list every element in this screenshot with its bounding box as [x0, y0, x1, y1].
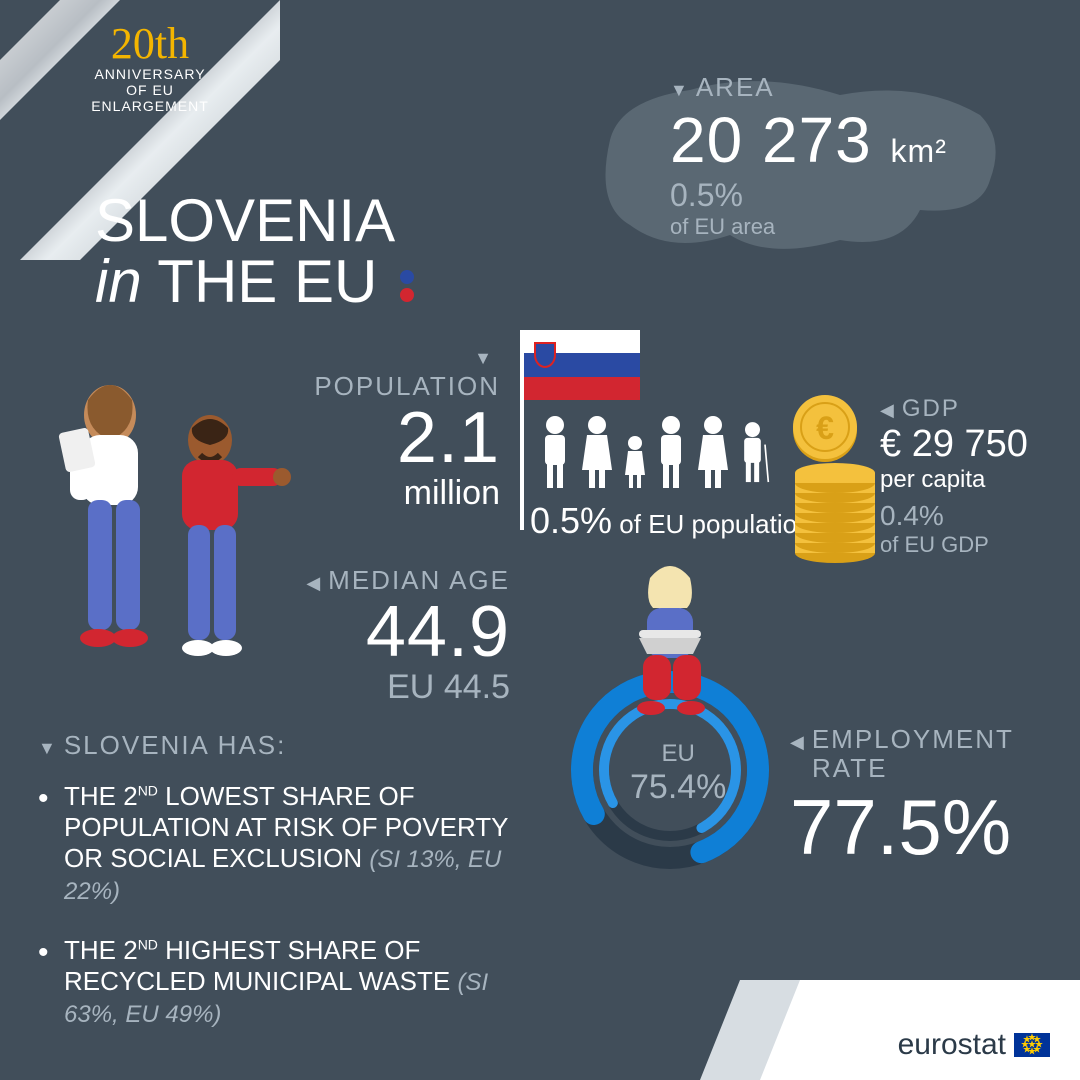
population-value: 2.1: [290, 402, 500, 474]
fact-item: THE 2ND LOWEST SHARE OF POPULATION AT RI…: [38, 781, 548, 907]
area-stat: ▼AREA 20 273 km² 0.5% of EU area: [620, 60, 1040, 240]
area-pct-sub: of EU area: [670, 214, 1040, 240]
gdp-value: € 29 750: [880, 423, 1070, 466]
title-line2: in THE EU: [95, 251, 414, 312]
couple-illustration-icon: [40, 370, 300, 670]
gdp-label: ◀GDP: [880, 395, 1070, 423]
area-label: ▼AREA: [670, 72, 1040, 103]
facts-section: ▼SLOVENIA HAS: THE 2ND LOWEST SHARE OF P…: [38, 730, 548, 1058]
population-unit: million: [290, 474, 500, 513]
person-laptop-icon: [595, 560, 745, 720]
gdp-pct: 0.4%: [880, 500, 1070, 532]
population-stat: ▼POPULATION 2.1 million: [290, 340, 500, 513]
median-eu: EU 44.5: [300, 668, 510, 707]
employment-value: 77.5%: [790, 782, 1050, 873]
anniversary-line2: OF EU ENLARGEMENT: [70, 82, 230, 114]
median-value: 44.9: [300, 596, 510, 668]
fact-item: THE 2ND HIGHEST SHARE OF RECYCLED MUNICI…: [38, 935, 548, 1030]
title-dots-icon: [400, 266, 414, 306]
people-icons: [540, 415, 770, 490]
gdp-per: per capita: [880, 466, 1070, 494]
population-pct: 0.5% of EU population: [530, 500, 812, 542]
employment-eu: EU 75.4%: [630, 740, 726, 807]
title-line1: SLOVENIA: [95, 190, 414, 251]
gdp-pct-sub: of EU GDP: [880, 532, 1070, 558]
area-pct: 0.5%: [670, 177, 1040, 214]
population-label: ▼POPULATION: [290, 340, 500, 402]
eu-flag-icon: [1014, 1033, 1050, 1057]
employment-stat: ◀EMPLOYMENTRATE 77.5%: [790, 725, 1050, 873]
anniversary-line1: ANNIVERSARY: [70, 66, 230, 82]
employment-label: ◀EMPLOYMENTRATE: [790, 725, 1050, 782]
facts-header: ▼SLOVENIA HAS:: [38, 730, 548, 761]
svg-text:€: €: [816, 410, 834, 446]
coins-icon: €: [790, 395, 880, 565]
median-age-stat: ◀MEDIAN AGE 44.9 EU 44.5: [300, 565, 510, 707]
anniversary-number: 20th: [70, 22, 230, 66]
area-value: 20 273 km²: [670, 103, 1040, 177]
main-title: SLOVENIA in THE EU: [95, 190, 414, 312]
gdp-stat: ◀GDP € 29 750 per capita 0.4% of EU GDP: [880, 395, 1070, 558]
footer-brand: eurostat: [898, 1028, 1050, 1062]
anniversary-badge: 20th ANNIVERSARY OF EU ENLARGEMENT: [70, 22, 230, 114]
